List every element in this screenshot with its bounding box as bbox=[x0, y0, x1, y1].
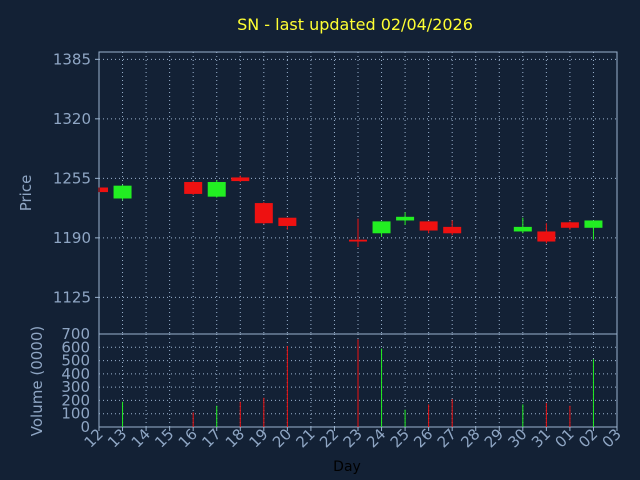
x-tick-label: 17 bbox=[198, 425, 224, 451]
candle-body bbox=[537, 231, 556, 242]
x-tick-label: 16 bbox=[175, 425, 201, 451]
candle-body bbox=[349, 239, 367, 242]
candle-body bbox=[419, 221, 438, 231]
candle-body bbox=[100, 187, 108, 193]
x-tick-label: 02 bbox=[575, 425, 601, 451]
volume-tick-label: 400 bbox=[61, 365, 90, 383]
volume-tick-label: 600 bbox=[61, 338, 90, 356]
price-panel: 1385 1320 1255 1190 1125 bbox=[53, 50, 618, 335]
candle-body bbox=[184, 182, 203, 194]
candle-body bbox=[372, 221, 391, 234]
volume-panel: 7006005004003002001000121314151617181920… bbox=[61, 325, 624, 451]
volume-tick-label: 100 bbox=[61, 405, 90, 423]
x-tick-label: 24 bbox=[363, 425, 389, 451]
volume-tick-label: 0 bbox=[80, 418, 90, 436]
price-tick-label: 1190 bbox=[53, 229, 91, 247]
x-tick-label: 27 bbox=[434, 425, 460, 451]
volume-tick-label: 300 bbox=[61, 378, 90, 396]
x-tick-label: 14 bbox=[128, 425, 154, 451]
x-tick-label: 28 bbox=[457, 425, 483, 451]
x-tick-label: 29 bbox=[481, 425, 507, 451]
x-tick-label: 31 bbox=[528, 425, 554, 451]
price-plot-frame bbox=[98, 51, 618, 335]
price-tick-label: 1125 bbox=[53, 288, 91, 306]
chart-title: SN - last updated 02/04/2026 bbox=[237, 15, 473, 34]
volume-tick-label: 500 bbox=[61, 352, 90, 370]
x-tick-label: 23 bbox=[340, 425, 366, 451]
x-tick-label: 21 bbox=[293, 425, 319, 451]
candle-body bbox=[560, 222, 579, 228]
candle-body bbox=[231, 177, 250, 182]
volume-axis-label: Volume (0000) bbox=[28, 326, 46, 436]
x-axis-label: Day bbox=[333, 459, 361, 475]
price-axis-label: Price bbox=[17, 175, 35, 212]
x-tick-label: 15 bbox=[151, 425, 177, 451]
candle-body bbox=[254, 203, 273, 224]
x-tick-label: 22 bbox=[316, 425, 342, 451]
price-tick-label: 1255 bbox=[53, 169, 91, 187]
x-tick-label: 30 bbox=[504, 425, 530, 451]
price-tick-label: 1385 bbox=[53, 50, 91, 68]
price-tick-label: 1320 bbox=[53, 110, 91, 128]
x-tick-label: 26 bbox=[410, 425, 436, 451]
candle-body bbox=[584, 220, 603, 228]
x-tick-label: 19 bbox=[245, 425, 271, 451]
x-tick-label: 18 bbox=[222, 425, 248, 451]
x-tick-label: 25 bbox=[387, 425, 413, 451]
candle-body bbox=[443, 226, 462, 234]
candle-body bbox=[396, 216, 415, 221]
volume-tick-label: 700 bbox=[61, 325, 90, 343]
candle-body bbox=[113, 185, 132, 199]
x-tick-label: 20 bbox=[269, 425, 295, 451]
candle-body bbox=[278, 217, 297, 226]
x-tick-label: 01 bbox=[552, 425, 578, 451]
candle-body bbox=[513, 226, 532, 232]
x-tick-label: 13 bbox=[104, 425, 130, 451]
volume-tick-label: 200 bbox=[61, 391, 90, 409]
candle-body bbox=[207, 182, 226, 197]
x-tick-label: 03 bbox=[599, 425, 625, 451]
